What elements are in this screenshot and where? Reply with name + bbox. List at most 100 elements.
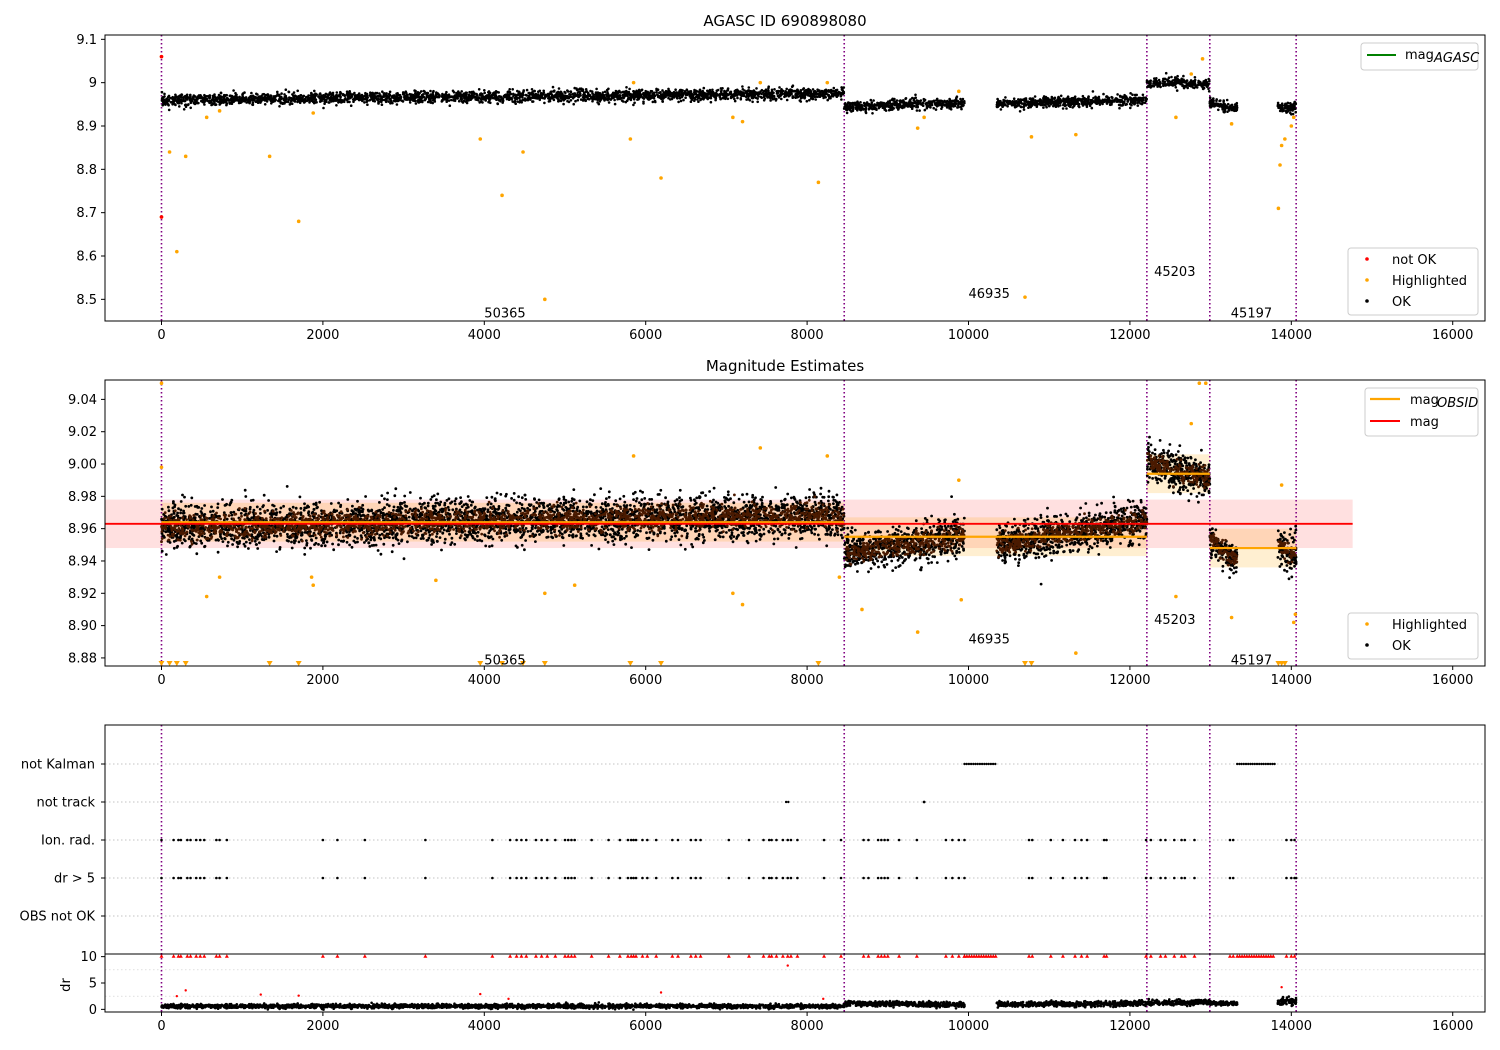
ok-point [596,98,600,102]
ok-point [916,105,919,109]
ok-point [1180,80,1184,84]
ok-point [346,95,350,98]
ok-point [647,98,651,101]
ok-point [691,94,695,98]
ok-point [999,108,1003,111]
ok-point [473,92,476,95]
highlighted-point [521,150,525,154]
ok-point [1131,101,1134,105]
ok-point [780,89,784,92]
ok-point [176,98,179,102]
ok-point [679,90,682,93]
x-tick-label: 6000 [629,328,662,343]
ok-point [574,99,577,103]
ok-point [485,97,489,100]
highlighted-point [1200,57,1205,61]
ok-point [335,91,339,94]
ok-point [397,94,401,97]
ok-point [678,96,682,100]
ok-point [690,98,694,101]
ok-point [251,94,255,98]
ok-point [1167,80,1170,83]
highlighted-point [296,219,301,224]
ok-point [490,544,494,548]
highlighted-point [1023,295,1027,299]
ok-point [840,92,843,96]
ok-point [202,96,206,100]
ok-point [174,93,177,97]
ok-point [836,93,840,97]
ok-point [919,99,923,102]
ok-point [165,98,169,101]
ok-point [910,101,914,105]
y-tick-label: 8.6 [76,250,97,265]
ok-point [466,495,470,498]
ok-point [611,539,615,543]
ok-point [697,100,700,103]
ok-point [377,95,381,98]
ok-point [1045,105,1048,109]
ok-point [930,100,934,104]
ok-point [1070,99,1073,103]
ok-point [388,90,392,94]
ok-point [555,95,559,98]
ok-point [1147,84,1150,88]
ok-point [824,90,828,94]
ok-point [1173,78,1176,82]
ok-point [686,532,689,536]
highlighted-point [628,137,633,141]
ok-point [816,89,820,93]
ok-point [1152,84,1156,88]
ok-point [460,97,463,101]
chart-title: AGASC ID 690898080 [703,12,866,30]
ok-point [1002,102,1006,105]
ok-point [374,92,378,95]
ok-point [254,100,258,103]
ok-point [785,92,788,96]
ok-point [859,101,862,104]
ok-point [416,91,420,94]
ok-point [696,94,699,98]
ok-point [375,98,379,101]
ok-point [957,103,960,107]
ok-point [176,101,179,105]
ok-point [793,89,796,93]
ok-point [477,96,481,99]
ok-point [1053,97,1056,101]
ok-point [898,103,901,107]
ok-point [244,98,248,102]
ok-point [700,97,703,101]
ok-point [171,103,174,106]
ok-point [160,90,164,94]
ok-point [457,99,461,103]
ok-point [542,89,545,93]
ok-point [948,97,951,101]
ok-point [1067,103,1070,107]
ok-point [381,98,384,102]
ok-point [1070,97,1074,100]
ok-point [1226,110,1229,113]
ok-point [703,92,707,95]
legend-marker [1365,299,1369,303]
ok-point [849,102,853,105]
ok-point [648,531,652,534]
ok-point [380,100,383,104]
highlighted-point [758,80,763,85]
ok-point [526,506,529,510]
ok-point [562,102,565,106]
ok-point [319,96,322,99]
ok-point [1148,83,1152,86]
ok-point [364,91,367,95]
ok-point [552,98,556,102]
ok-point [626,94,629,97]
ok-point [413,99,417,103]
ok-point [392,99,396,103]
ok-point [622,96,625,100]
ok-point [1022,108,1026,111]
ok-point [842,91,846,95]
ok-point [296,89,300,93]
ok-point [180,93,184,97]
ok-point [961,97,965,101]
ok-point [623,92,626,96]
ok-point [206,95,210,98]
